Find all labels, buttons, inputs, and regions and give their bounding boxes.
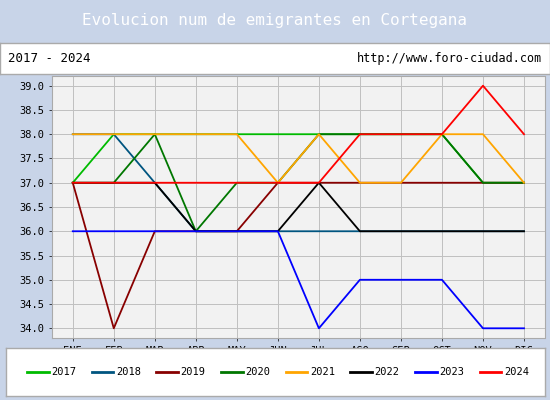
Text: 2021: 2021 bbox=[310, 367, 335, 377]
Text: 2017 - 2024: 2017 - 2024 bbox=[8, 52, 91, 65]
Text: 2023: 2023 bbox=[439, 367, 464, 377]
Text: http://www.foro-ciudad.com: http://www.foro-ciudad.com bbox=[356, 52, 542, 65]
Text: 2017: 2017 bbox=[51, 367, 76, 377]
Text: Evolucion num de emigrantes en Cortegana: Evolucion num de emigrantes en Cortegana bbox=[82, 14, 468, 28]
Text: 2022: 2022 bbox=[375, 367, 400, 377]
Text: 2024: 2024 bbox=[504, 367, 529, 377]
Text: 2018: 2018 bbox=[116, 367, 141, 377]
Text: 2019: 2019 bbox=[180, 367, 206, 377]
Text: 2020: 2020 bbox=[245, 367, 271, 377]
